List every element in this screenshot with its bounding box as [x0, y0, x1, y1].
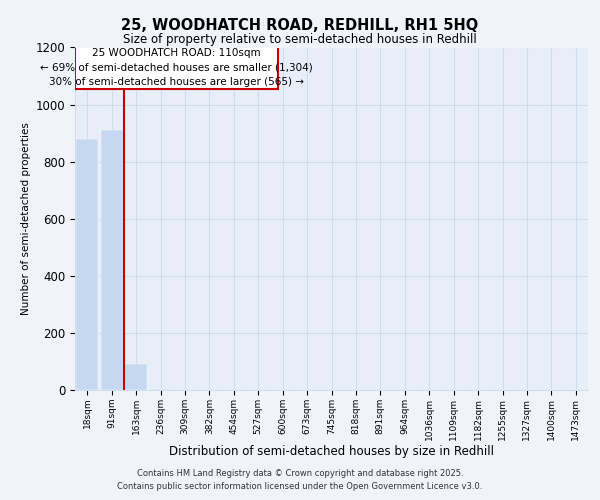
Bar — [125, 364, 147, 390]
Text: Size of property relative to semi-detached houses in Redhill: Size of property relative to semi-detach… — [123, 32, 477, 46]
Text: 25 WOODHATCH ROAD: 110sqm: 25 WOODHATCH ROAD: 110sqm — [92, 48, 261, 58]
X-axis label: Distribution of semi-detached houses by size in Redhill: Distribution of semi-detached houses by … — [169, 446, 494, 458]
Text: 30% of semi-detached houses are larger (565) →: 30% of semi-detached houses are larger (… — [49, 76, 304, 86]
Bar — [101, 130, 122, 390]
Y-axis label: Number of semi-detached properties: Number of semi-detached properties — [22, 122, 31, 315]
Text: Contains HM Land Registry data © Crown copyright and database right 2025.
Contai: Contains HM Land Registry data © Crown c… — [118, 470, 482, 491]
Bar — [76, 46, 278, 89]
Bar — [149, 389, 172, 390]
Text: ← 69% of semi-detached houses are smaller (1,304): ← 69% of semi-detached houses are smalle… — [40, 62, 313, 72]
Bar — [76, 139, 98, 390]
Text: 25, WOODHATCH ROAD, REDHILL, RH1 5HQ: 25, WOODHATCH ROAD, REDHILL, RH1 5HQ — [121, 18, 479, 32]
